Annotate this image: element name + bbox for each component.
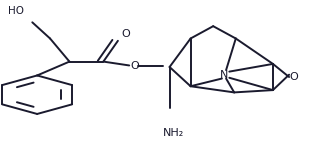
- Text: O: O: [131, 61, 140, 71]
- Text: O: O: [122, 29, 130, 39]
- Text: NH₂: NH₂: [163, 128, 184, 138]
- Text: HO: HO: [8, 6, 24, 16]
- Text: N: N: [220, 70, 229, 80]
- Text: O: O: [289, 72, 298, 82]
